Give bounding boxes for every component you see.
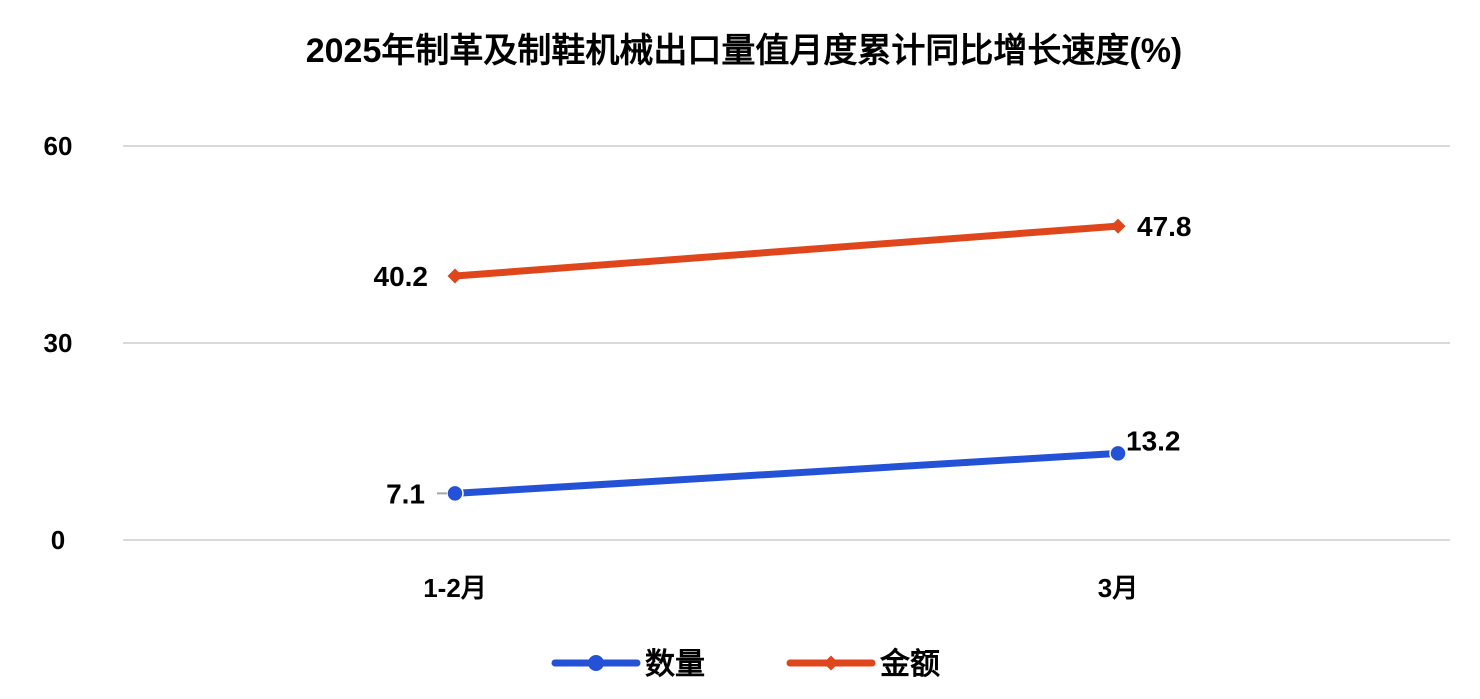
data-point — [446, 484, 464, 503]
chart-title: 2025年制革及制鞋机械出口量值月度累计同比增长速度(%) — [306, 32, 1183, 70]
y-axis-ticks: 0 30 60 — [44, 131, 73, 555]
data-label: 7.1 — [386, 478, 425, 509]
series-layer: 7.1 13.2 40.2 47.8 — [374, 211, 1192, 509]
x-tick-label: 3月 — [1098, 573, 1138, 603]
data-label: 13.2 — [1126, 425, 1181, 456]
legend-item-amount: 金额 — [786, 647, 940, 681]
legend-marker — [823, 655, 839, 671]
series-line — [451, 222, 1122, 280]
grid-lines — [123, 145, 1450, 541]
data-point — [1110, 218, 1126, 234]
series-line — [451, 449, 1122, 497]
y-tick-label: 30 — [44, 328, 73, 358]
series-amount: 40.2 47.8 — [374, 211, 1192, 292]
x-axis-ticks: 1-2月 3月 — [423, 573, 1138, 603]
legend-label: 数量 — [645, 648, 705, 681]
data-label: 40.2 — [374, 261, 429, 292]
data-point — [447, 268, 463, 284]
data-point — [1109, 444, 1127, 463]
legend-label: 金额 — [879, 647, 940, 681]
legend-item-quantity: 数量 — [551, 648, 705, 681]
y-tick-label: 60 — [44, 131, 73, 161]
data-label: 47.8 — [1137, 211, 1192, 242]
legend-marker — [588, 655, 604, 671]
y-tick-label: 0 — [51, 525, 65, 555]
x-tick-label: 1-2月 — [423, 573, 487, 603]
series-quantity: 7.1 13.2 — [386, 425, 1180, 509]
legend: 数量 金额 — [551, 647, 940, 681]
